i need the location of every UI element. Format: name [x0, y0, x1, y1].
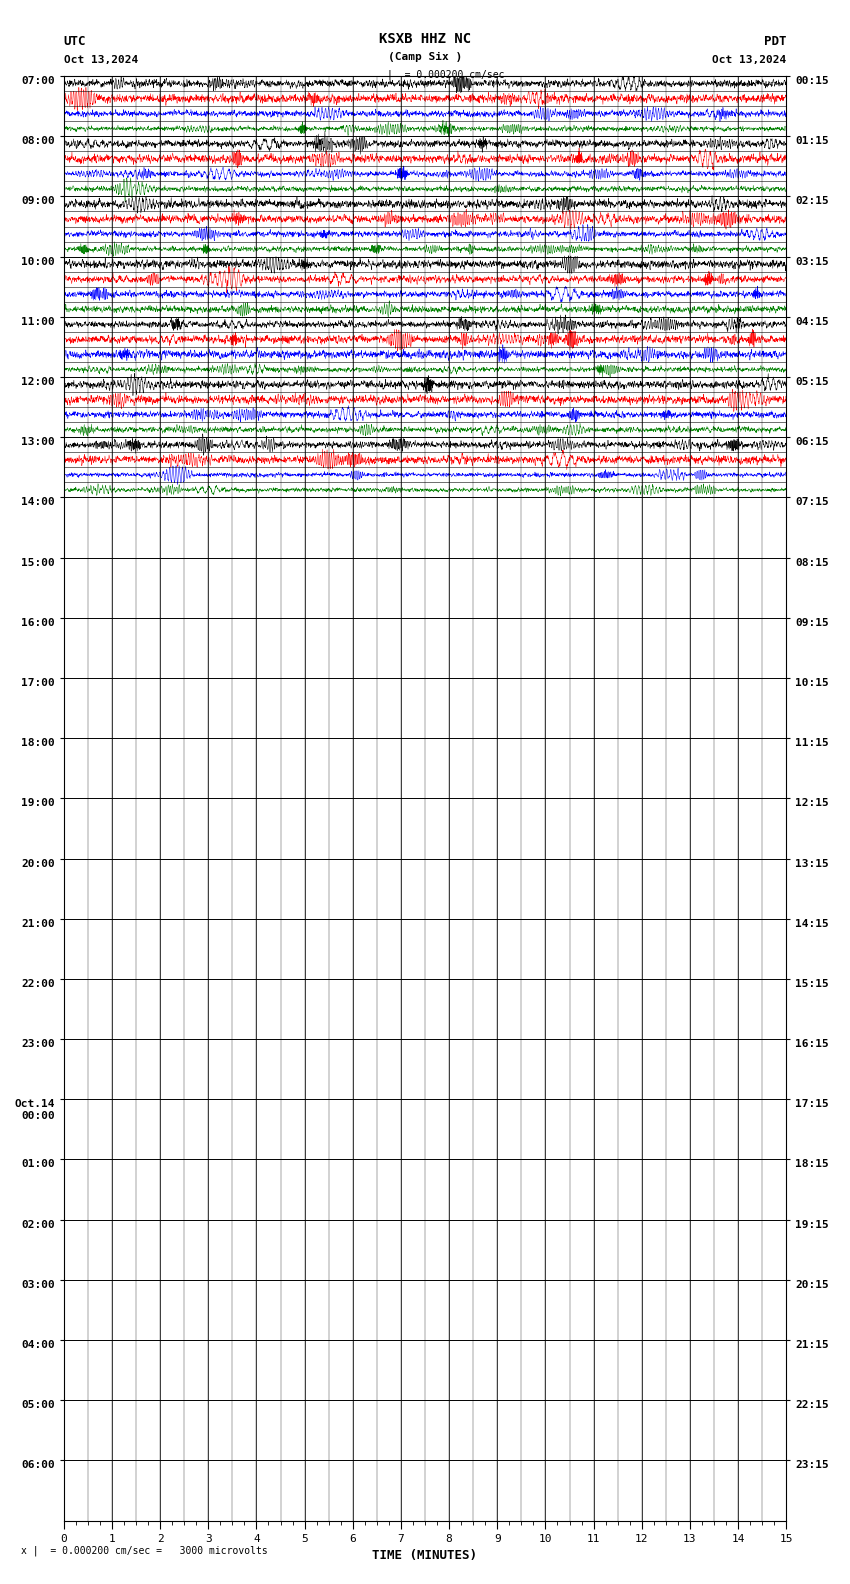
Text: KSXB HHZ NC: KSXB HHZ NC: [379, 32, 471, 46]
Text: Oct 13,2024: Oct 13,2024: [64, 55, 138, 65]
Text: PDT: PDT: [764, 35, 786, 48]
Text: |  = 0.000200 cm/sec: | = 0.000200 cm/sec: [387, 70, 504, 81]
X-axis label: TIME (MINUTES): TIME (MINUTES): [372, 1549, 478, 1562]
Text: x |  = 0.000200 cm/sec =   3000 microvolts: x | = 0.000200 cm/sec = 3000 microvolts: [21, 1546, 268, 1557]
Text: UTC: UTC: [64, 35, 86, 48]
Text: Oct 13,2024: Oct 13,2024: [712, 55, 786, 65]
Text: (Camp Six ): (Camp Six ): [388, 52, 462, 62]
